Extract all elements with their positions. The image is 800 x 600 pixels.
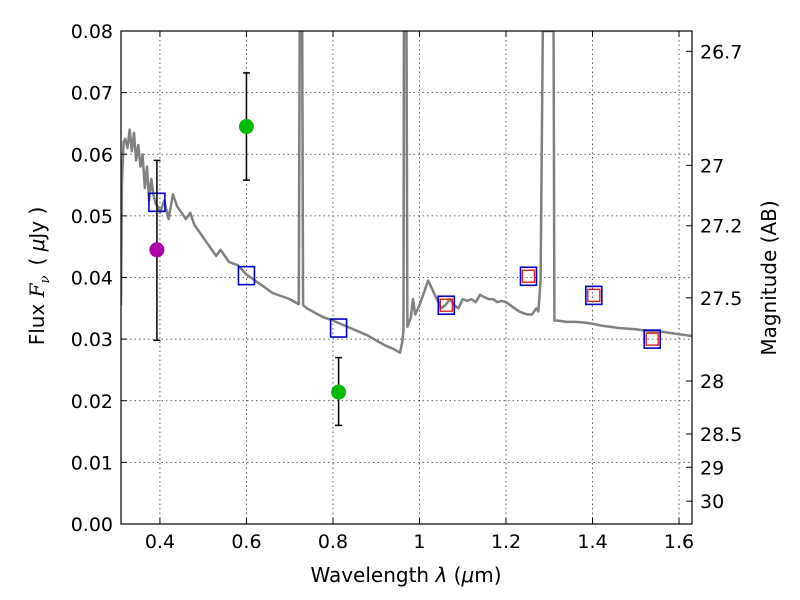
y2-tick-label: 27.2 <box>700 216 742 238</box>
tick-layer: 0.4 0.6 0.8 1 1.2 1.4 1.6 0.00 0.01 0.02 0.03 0.04 0… <box>71 21 743 553</box>
x-tick-label: 0.4 <box>145 531 175 553</box>
x-tick-label: 1.4 <box>577 531 607 553</box>
y2-tick-label: 30 <box>700 491 724 513</box>
model-photometry-marker <box>585 285 603 306</box>
model-photometry-marker <box>437 295 456 316</box>
observed-photometry-marker <box>439 298 453 312</box>
spectrum-line <box>121 31 692 354</box>
marker-layer <box>148 72 662 427</box>
model-photometry-marker <box>519 266 538 287</box>
y-tick-label: 0.03 <box>71 329 113 351</box>
observed-photometry-marker <box>521 269 536 283</box>
model-photometry-marker <box>237 265 256 286</box>
x-tick-label: 0.6 <box>231 531 261 553</box>
observed-point <box>149 242 165 258</box>
observed-point <box>331 384 347 400</box>
observed-photometry-marker <box>587 288 601 303</box>
y-tick-label: 0.02 <box>71 391 113 413</box>
y-tick-label: 0.08 <box>71 21 113 43</box>
y-tick-label: 0.05 <box>71 206 113 228</box>
observed-point <box>238 119 254 135</box>
y2-tick-label: 27 <box>700 155 724 177</box>
observed-photometry-marker <box>645 332 659 346</box>
y2-tick-label: 26.7 <box>700 41 742 63</box>
x-tick-label: 1.2 <box>491 531 521 553</box>
y2-tick-label: 28 <box>700 371 724 393</box>
x-axis-label: Wavelength λ (μm) <box>310 563 501 587</box>
y-tick-label: 0.00 <box>71 514 113 536</box>
y2-tick-label: 27.5 <box>700 288 742 310</box>
grid <box>121 31 692 524</box>
data-layer <box>121 31 692 354</box>
y2-tick-label: 29 <box>700 457 724 479</box>
y-tick-label: 0.06 <box>71 144 113 166</box>
y2-tick-label: 28.5 <box>700 424 742 446</box>
y2-axis-label: Magnitude (AB) <box>757 200 781 355</box>
y-axis-label: Flux Fν( μJy ) <box>25 207 53 346</box>
y-tick-label: 0.04 <box>71 268 113 290</box>
model-photometry-marker <box>643 329 662 349</box>
y-tick-label: 0.07 <box>71 83 113 105</box>
x-tick-label: 0.8 <box>318 531 348 553</box>
model-photometry-marker <box>329 318 348 338</box>
y-tick-label: 0.01 <box>71 452 113 474</box>
x-tick-label: 1 <box>413 531 425 553</box>
x-tick-label: 1.6 <box>664 531 694 553</box>
